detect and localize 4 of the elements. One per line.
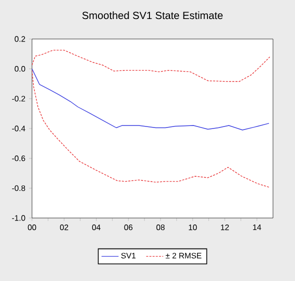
chart-title: Smoothed SV1 State Estimate <box>82 11 223 20</box>
line-series <box>32 70 270 188</box>
line-series <box>32 68 270 130</box>
line-series <box>32 50 270 82</box>
